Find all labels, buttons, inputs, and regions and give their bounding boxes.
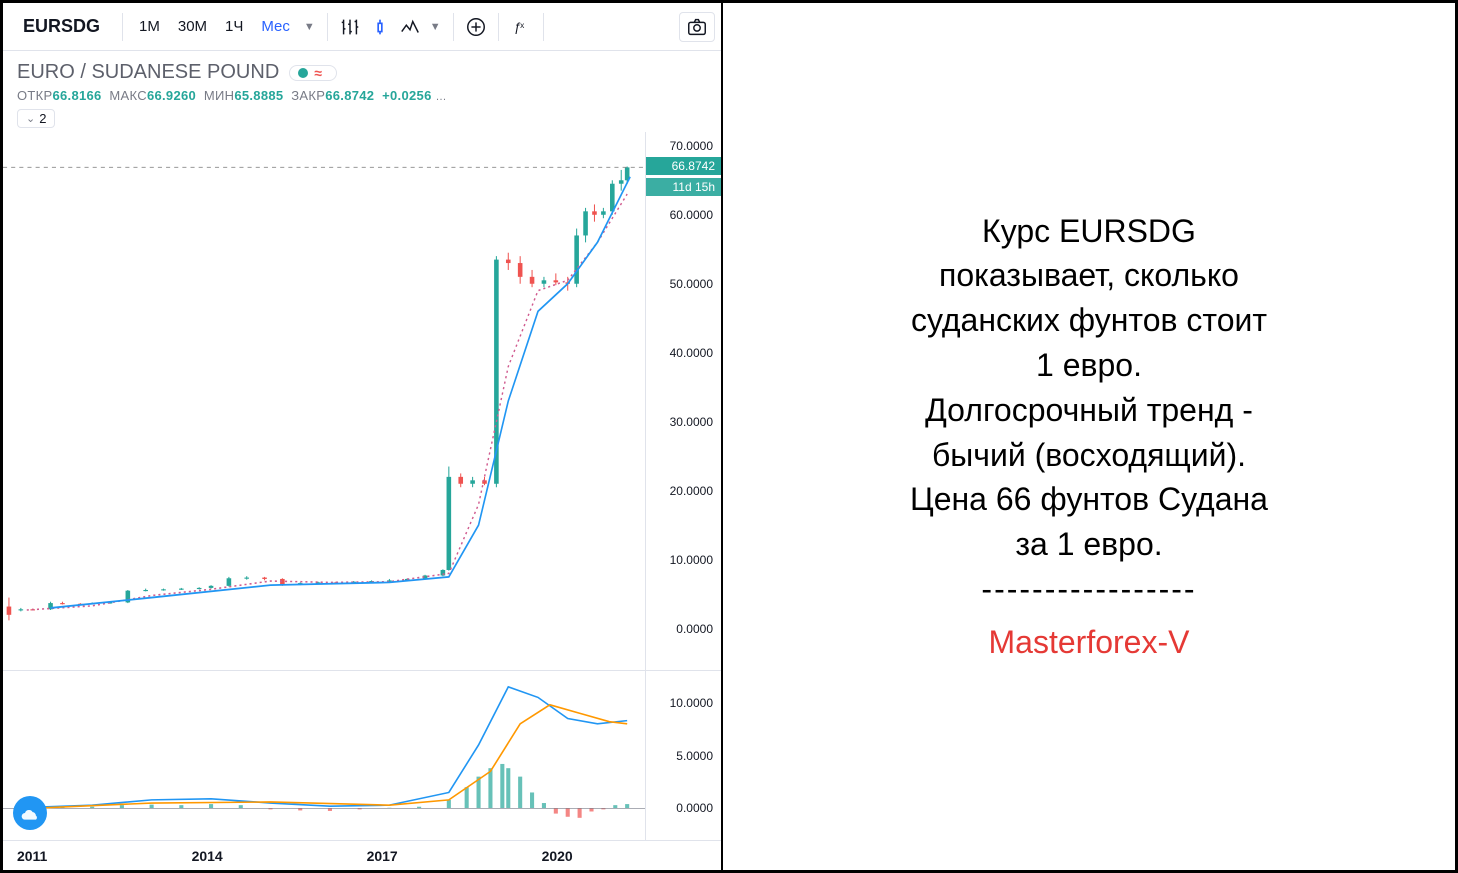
indicator-chart-svg [3, 671, 645, 840]
timeframe-1m[interactable]: 1М [131, 12, 168, 41]
ohlc-change-value: +0.0256 [382, 88, 431, 103]
ohlc-row: ОТКР66.8166 МАКС66.9260 МИН65.8885 ЗАКР6… [17, 88, 707, 103]
y-tick-label: 50.0000 [670, 277, 713, 291]
y-tick-label: 20.0000 [670, 484, 713, 498]
ohlc-open-label: ОТКР [17, 88, 53, 103]
x-tick-label: 2011 [17, 848, 47, 864]
ohlc-close-value: 66.8742 [325, 88, 374, 103]
snapshot-icon[interactable] [679, 12, 715, 42]
cloud-publish-icon[interactable] [13, 796, 47, 830]
toolbar-separator [498, 13, 499, 41]
style-dropdown-icon[interactable]: ▼ [426, 21, 445, 33]
indicator-plot[interactable] [3, 671, 645, 840]
y-tick-label: 70.0000 [670, 139, 713, 153]
description-panel: Курс EURSDG показывает, сколько судански… [723, 3, 1455, 870]
toolbar-separator [453, 13, 454, 41]
description-line3: суданских фунтов стоит [910, 298, 1268, 343]
collapse-indicator-pill[interactable]: ⌄2 [17, 109, 55, 128]
pair-title-row: EURO / SUDANESE POUND ≈ [17, 61, 707, 84]
page-container: EURSDG 1М 30М 1Ч Мес ▼ ▼ ƒx EURO / SUDAN… [0, 0, 1458, 873]
description-line8: за 1 евро. [910, 522, 1268, 567]
description-line7: Цена 66 фунтов Судана [910, 477, 1268, 522]
ohlc-close-label: ЗАКР [291, 88, 325, 103]
chart-panel: EURSDG 1М 30М 1Ч Мес ▼ ▼ ƒx EURO / SUDAN… [3, 3, 723, 870]
timeframe-month[interactable]: Мес [253, 12, 298, 41]
current-price-tag: 66.8742 [646, 157, 721, 175]
ohlc-high-value: 66.9260 [147, 88, 196, 103]
ohlc-open-value: 66.8166 [53, 88, 102, 103]
main-plot[interactable] [3, 132, 645, 670]
y-tick-label: 0.0000 [676, 622, 713, 636]
y-tick-label: 60.0000 [670, 208, 713, 222]
indicator-y-tick-label: 5.0000 [676, 749, 713, 763]
toolbar: EURSDG 1М 30М 1Ч Мес ▼ ▼ ƒx [3, 3, 721, 51]
timeframe-dropdown-icon[interactable]: ▼ [300, 21, 319, 33]
ohlc-low-label: МИН [204, 88, 234, 103]
x-tick-label: 2014 [192, 848, 223, 864]
y-tick-label: 30.0000 [670, 415, 713, 429]
main-chart-area[interactable]: 0.0000 10.0000 20.0000 30.0000 40.0000 50.000… [3, 132, 721, 670]
candles-style-icon[interactable] [366, 13, 394, 41]
compare-add-icon[interactable] [462, 13, 490, 41]
pair-title: EURO / SUDANESE POUND [17, 61, 279, 84]
countdown-tag: 11d 15h [646, 178, 721, 196]
indicator-count: 2 [39, 111, 46, 126]
indicator-y-tick-label: 10.0000 [670, 696, 713, 710]
timeframe-30m[interactable]: 30М [170, 12, 215, 41]
symbol-label[interactable]: EURSDG [9, 16, 114, 37]
x-tick-label: 2017 [367, 848, 398, 864]
description-line1: Курс EURSDG [910, 209, 1268, 254]
description-line2: показывает, сколько [910, 253, 1268, 298]
ohlc-high-label: МАКС [109, 88, 147, 103]
main-chart-svg [3, 132, 645, 670]
toolbar-separator [327, 13, 328, 41]
x-axis[interactable]: 2011 2014 2017 2020 [3, 840, 721, 870]
y-tick-label: 10.0000 [670, 553, 713, 567]
toolbar-separator [543, 13, 544, 41]
ohlc-low-value: 65.8885 [234, 88, 283, 103]
description-separator: ----------------- [910, 567, 1268, 612]
brand-name: Masterforex-V [910, 620, 1268, 665]
description-line5: Долгосрочный тренд - [910, 388, 1268, 433]
timeframe-1h[interactable]: 1Ч [217, 12, 251, 41]
indicator-y-axis[interactable]: 0.0000 5.0000 10.0000 [645, 671, 721, 840]
chart-header: EURO / SUDANESE POUND ≈ ОТКР66.8166 МАКС… [3, 51, 721, 132]
description-line4: 1 евро. [910, 343, 1268, 388]
toolbar-separator [122, 13, 123, 41]
description-line6: бычий (восходящий). [910, 433, 1268, 478]
main-y-axis[interactable]: 0.0000 10.0000 20.0000 30.0000 40.0000 50.000… [645, 132, 721, 670]
source-indicator[interactable]: ≈ [289, 65, 337, 81]
indicator-y-tick-label: 0.0000 [676, 801, 713, 815]
description-text: Курс EURSDG показывает, сколько судански… [910, 209, 1268, 665]
fx-icon[interactable]: ƒx [507, 13, 535, 41]
x-tick-label: 2020 [542, 848, 573, 864]
indicator-panel: 0.0000 5.0000 10.0000 [3, 670, 721, 840]
indicators-icon[interactable] [396, 13, 424, 41]
bars-style-icon[interactable] [336, 13, 364, 41]
y-tick-label: 40.0000 [670, 346, 713, 360]
svg-text:x: x [520, 20, 525, 29]
